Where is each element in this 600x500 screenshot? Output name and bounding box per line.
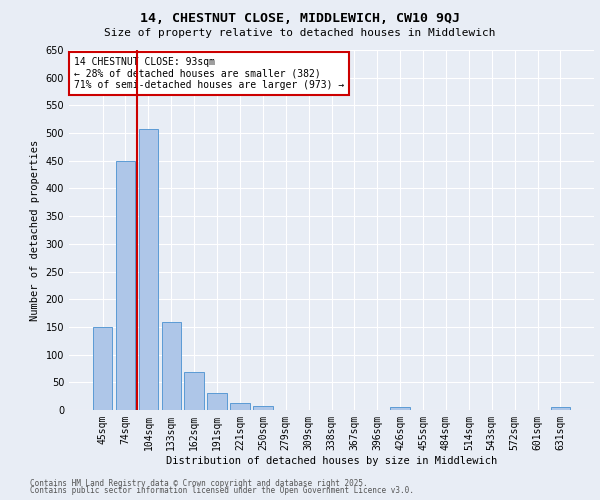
Text: 14 CHESTNUT CLOSE: 93sqm
← 28% of detached houses are smaller (382)
71% of semi-: 14 CHESTNUT CLOSE: 93sqm ← 28% of detach…	[74, 57, 344, 90]
Bar	[139, 129, 158, 410]
Text: Contains HM Land Registry data © Crown copyright and database right 2025.: Contains HM Land Registry data © Crown c…	[30, 478, 368, 488]
Bar	[116, 161, 135, 410]
Text: Contains public sector information licensed under the Open Government Licence v3: Contains public sector information licen…	[30, 486, 414, 495]
Text: 14, CHESTNUT CLOSE, MIDDLEWICH, CW10 9QJ: 14, CHESTNUT CLOSE, MIDDLEWICH, CW10 9QJ	[140, 12, 460, 26]
Y-axis label: Number of detached properties: Number of detached properties	[30, 140, 40, 320]
X-axis label: Distribution of detached houses by size in Middlewich: Distribution of detached houses by size …	[166, 456, 497, 466]
Bar	[208, 394, 227, 410]
Bar	[93, 327, 112, 410]
Bar	[253, 406, 272, 410]
Bar	[184, 372, 204, 410]
Bar	[391, 407, 410, 410]
Bar	[551, 407, 570, 410]
Bar	[230, 403, 250, 410]
Bar	[161, 322, 181, 410]
Text: Size of property relative to detached houses in Middlewich: Size of property relative to detached ho…	[104, 28, 496, 38]
